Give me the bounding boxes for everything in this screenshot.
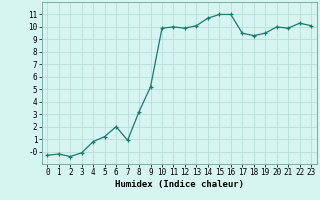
X-axis label: Humidex (Indice chaleur): Humidex (Indice chaleur) — [115, 180, 244, 189]
